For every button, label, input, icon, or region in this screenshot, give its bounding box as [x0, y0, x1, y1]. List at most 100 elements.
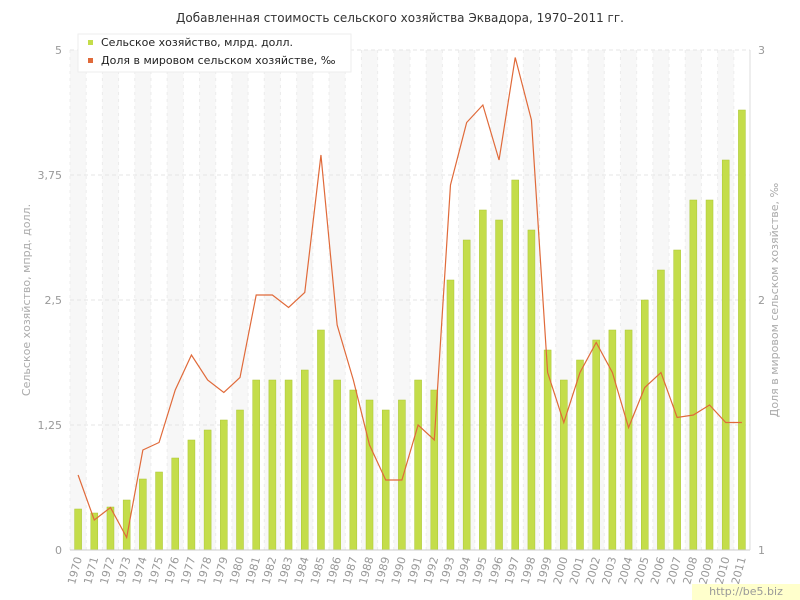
- line-point[interactable]: [514, 56, 517, 59]
- line-point[interactable]: [368, 444, 371, 447]
- bar[interactable]: [284, 379, 293, 551]
- line-path[interactable]: [77, 57, 742, 540]
- bar[interactable]: [301, 369, 309, 551]
- line-point[interactable]: [498, 159, 501, 162]
- y2-tick-label: 1: [758, 544, 765, 557]
- bar[interactable]: [268, 379, 277, 551]
- y-tick-label: 1,25: [38, 419, 63, 432]
- line-point[interactable]: [271, 294, 274, 297]
- bar[interactable]: [527, 229, 536, 551]
- line-point[interactable]: [384, 479, 387, 482]
- bar[interactable]: [349, 389, 358, 551]
- legend-label-bars[interactable]: Сельское хозяйство, млрд. долл.: [101, 36, 293, 49]
- line-point[interactable]: [627, 426, 630, 429]
- line-point[interactable]: [676, 416, 679, 419]
- line-point[interactable]: [93, 519, 96, 522]
- line-point[interactable]: [611, 371, 614, 374]
- line-point[interactable]: [546, 371, 549, 374]
- line-point[interactable]: [643, 386, 646, 389]
- bar[interactable]: [414, 379, 422, 551]
- line-point[interactable]: [433, 439, 436, 442]
- line-point[interactable]: [708, 404, 711, 407]
- y2-tick-label: 3: [758, 44, 765, 57]
- line-point[interactable]: [125, 536, 128, 539]
- line-point[interactable]: [239, 376, 242, 379]
- bar[interactable]: [171, 457, 179, 551]
- bar[interactable]: [592, 339, 600, 551]
- bar[interactable]: [155, 471, 163, 551]
- line-point[interactable]: [174, 389, 177, 392]
- line-point[interactable]: [595, 341, 598, 344]
- plot-stripe: [102, 50, 119, 550]
- bar[interactable]: [236, 409, 244, 551]
- bar[interactable]: [333, 379, 341, 551]
- line-series: [77, 56, 743, 540]
- line-point[interactable]: [562, 421, 565, 424]
- line-point[interactable]: [400, 479, 403, 482]
- y-tick-label: 0: [55, 544, 62, 557]
- line-point[interactable]: [530, 119, 533, 122]
- line-point[interactable]: [481, 104, 484, 107]
- y2-axis-title: Доля в мировом сельском хозяйстве, ‰: [768, 183, 781, 418]
- legend-label-line[interactable]: Доля в мировом сельском хозяйстве, ‰: [101, 54, 336, 67]
- bar[interactable]: [365, 399, 374, 551]
- bar[interactable]: [608, 329, 617, 551]
- bar[interactable]: [641, 299, 649, 551]
- line-point[interactable]: [449, 184, 452, 187]
- bar[interactable]: [398, 399, 406, 551]
- bar[interactable]: [106, 506, 115, 551]
- bar[interactable]: [317, 329, 325, 551]
- bar[interactable]: [430, 389, 439, 551]
- line-point[interactable]: [206, 379, 209, 382]
- legend-swatch-line: [88, 58, 93, 63]
- line-point[interactable]: [659, 371, 662, 374]
- line-point[interactable]: [255, 294, 258, 297]
- line-point[interactable]: [465, 121, 468, 124]
- line-point[interactable]: [77, 474, 80, 477]
- legend[interactable]: Сельское хозяйство, млрд. долл. Доля в м…: [77, 33, 352, 73]
- bar[interactable]: [721, 159, 730, 551]
- bar[interactable]: [511, 179, 519, 551]
- y-tick-label: 3,75: [38, 169, 63, 182]
- line-point[interactable]: [417, 424, 420, 427]
- bar[interactable]: [220, 419, 228, 551]
- line-point[interactable]: [740, 421, 743, 424]
- line-point[interactable]: [141, 449, 144, 452]
- bar[interactable]: [576, 359, 584, 551]
- line-point[interactable]: [724, 421, 727, 424]
- line-point[interactable]: [190, 354, 193, 357]
- y-tick-label: 5: [55, 44, 62, 57]
- line-point[interactable]: [158, 441, 161, 444]
- legend-swatch-bars: [88, 40, 93, 45]
- bar[interactable]: [560, 379, 568, 551]
- chart-title: Добавленная стоимость сельского хозяйств…: [176, 11, 624, 25]
- bar[interactable]: [462, 239, 471, 551]
- y-tick-label: 2,5: [45, 294, 63, 307]
- bar[interactable]: [738, 109, 746, 551]
- line-point[interactable]: [692, 414, 695, 417]
- bar[interactable]: [657, 269, 665, 551]
- bar[interactable]: [252, 379, 260, 551]
- line-point[interactable]: [352, 379, 355, 382]
- bar[interactable]: [479, 209, 487, 551]
- bar[interactable]: [673, 249, 681, 551]
- line-point[interactable]: [109, 506, 112, 509]
- bar[interactable]: [187, 439, 196, 551]
- line-point[interactable]: [319, 154, 322, 157]
- bar[interactable]: [446, 279, 455, 551]
- line-point[interactable]: [303, 291, 306, 294]
- bar[interactable]: [705, 199, 714, 551]
- bar[interactable]: [139, 478, 147, 551]
- bar[interactable]: [689, 199, 698, 551]
- line-point[interactable]: [287, 306, 290, 309]
- watermark[interactable]: http://be5.biz: [692, 584, 800, 600]
- bar[interactable]: [203, 429, 212, 551]
- y-axis-title: Сельское хозяйство, мпрд. долл.: [20, 204, 33, 396]
- bar[interactable]: [74, 508, 82, 551]
- line-point[interactable]: [336, 324, 339, 327]
- line-point[interactable]: [222, 391, 225, 394]
- bar[interactable]: [624, 329, 633, 551]
- bar[interactable]: [495, 219, 503, 551]
- line-point[interactable]: [579, 371, 582, 374]
